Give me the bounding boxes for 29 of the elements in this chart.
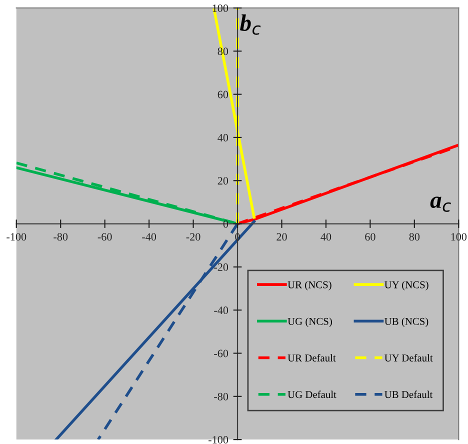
- legend-label: UR (NCS): [288, 280, 332, 290]
- x-tick-label: -100: [6, 233, 26, 241]
- x-tick-label: -40: [142, 233, 156, 241]
- legend-label: UR Default: [288, 354, 336, 362]
- x-tick-label: 20: [276, 233, 287, 241]
- y-axis-title: b$_{c}$: [240, 14, 261, 35]
- x-tick-label: -60: [98, 233, 112, 241]
- y-tick-label: -20: [214, 263, 228, 271]
- x-tick-label: -20: [186, 233, 200, 241]
- legend-label: UG (NCS): [288, 318, 332, 328]
- y-tick-label: -80: [214, 392, 228, 400]
- y-tick-label: 60: [218, 90, 228, 98]
- y-tick-label: 40: [218, 134, 228, 142]
- legend-label: UY (NCS): [384, 280, 428, 290]
- y-tick-label: 100: [212, 4, 228, 12]
- x-tick-label: 80: [409, 233, 420, 241]
- y-tick-label: -40: [214, 306, 228, 314]
- x-tick-label: 100: [451, 233, 467, 241]
- legend-label: UY Default: [384, 354, 433, 362]
- x-tick-label: -80: [54, 233, 68, 241]
- y-tick-label: -60: [214, 350, 228, 358]
- y-tick-label: -100: [208, 436, 228, 444]
- x-tick-label: 40: [320, 233, 332, 241]
- legend-label: UG Default: [288, 390, 336, 398]
- legend-label: UB (NCS): [384, 318, 428, 328]
- x-axis-title: a$_{c}$: [430, 196, 451, 212]
- legend-label: UB Default: [384, 390, 433, 398]
- y-tick-label: 20: [218, 177, 228, 185]
- x-tick-label: 60: [365, 233, 376, 241]
